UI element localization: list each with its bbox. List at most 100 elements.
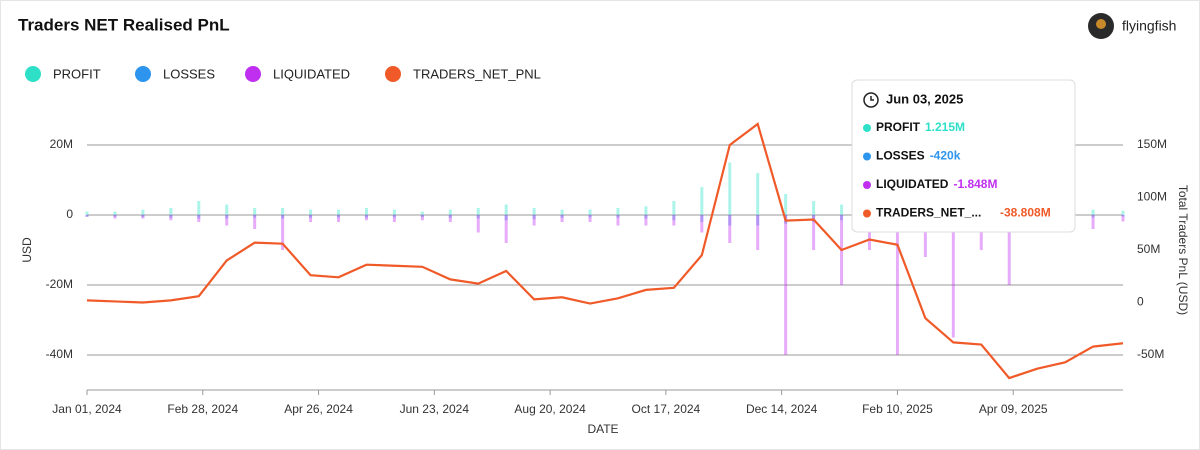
bar — [141, 215, 145, 219]
bar — [616, 215, 620, 218]
bar — [197, 215, 201, 219]
y2-tick-label: 150M — [1137, 137, 1167, 151]
tooltip-clock-hands — [870, 96, 874, 101]
bar — [672, 215, 676, 221]
x-tick-label: Apr 09, 2025 — [979, 402, 1048, 416]
bar — [281, 208, 285, 215]
y2-tick-label: 50M — [1137, 242, 1160, 256]
bar — [392, 215, 396, 222]
tooltip-marker — [863, 152, 871, 161]
bar — [253, 215, 257, 229]
bar — [951, 215, 955, 338]
avatar-detail — [1096, 19, 1106, 29]
bar — [923, 215, 927, 257]
bar — [1121, 215, 1125, 222]
y-tick-label: 0 — [66, 207, 73, 221]
bar — [448, 209, 452, 215]
bar — [476, 215, 480, 219]
bar — [560, 215, 564, 218]
bar — [169, 208, 173, 215]
bar — [700, 187, 704, 215]
legend-label: LIQUIDATED — [273, 66, 350, 81]
tooltip-box — [851, 79, 1076, 233]
tooltip-value: -420k — [930, 149, 961, 163]
bar — [141, 215, 145, 218]
y-tick-label: -20M — [46, 277, 73, 291]
bar — [504, 215, 508, 221]
legend-label: TRADERS_NET_PNL — [413, 66, 541, 81]
bar — [253, 208, 257, 215]
x-axis-label: DATE — [587, 422, 618, 436]
bar — [700, 215, 704, 233]
bar — [840, 204, 844, 215]
bar — [756, 215, 760, 226]
bar — [1007, 215, 1011, 285]
tooltip-name: LIQUIDATED — [876, 177, 949, 191]
legend-marker — [135, 66, 151, 82]
tooltip-name: PROFIT — [876, 120, 921, 134]
bar — [281, 215, 285, 250]
bar — [281, 215, 285, 219]
author: flyingfish — [1122, 18, 1176, 34]
tooltip-name: TRADERS_NET_... — [876, 206, 981, 220]
tooltip-marker — [863, 124, 871, 132]
bar — [560, 215, 564, 222]
bar — [225, 215, 229, 226]
chart-title: Traders NET Realised PnL — [18, 15, 230, 34]
bar — [85, 211, 89, 215]
bar — [616, 208, 620, 215]
bar — [756, 215, 760, 250]
bar — [644, 215, 648, 226]
bar — [532, 215, 536, 226]
x-tick-label: Jan 01, 2024 — [52, 402, 122, 416]
bar — [784, 215, 788, 355]
bar — [420, 215, 424, 218]
bar — [700, 215, 704, 222]
bar — [476, 208, 480, 215]
bar — [728, 215, 732, 226]
pnl-line — [86, 122, 1124, 380]
bar — [1121, 210, 1125, 215]
legend-marker — [245, 66, 261, 82]
x-tick-label: Oct 17, 2024 — [632, 402, 701, 416]
bar — [85, 215, 89, 217]
tooltip-title: Jun 03, 2025 — [886, 91, 963, 106]
bar — [812, 215, 816, 250]
bar — [197, 215, 201, 222]
bar — [141, 209, 145, 215]
bar — [476, 215, 480, 233]
bar — [1091, 215, 1095, 218]
x-tick-label: Jun 23, 2024 — [400, 402, 470, 416]
bar — [197, 201, 201, 215]
bar — [225, 204, 229, 215]
legend-marker — [385, 66, 401, 82]
bar — [85, 215, 89, 217]
bar — [532, 208, 536, 215]
bar — [364, 215, 368, 218]
bar — [588, 215, 592, 218]
x-tick-label: Aug 20, 2024 — [514, 402, 586, 416]
bar — [169, 215, 173, 218]
bar — [448, 215, 452, 222]
bar — [337, 209, 341, 215]
bar — [1091, 209, 1095, 215]
bar — [113, 211, 117, 215]
bar — [672, 215, 676, 226]
tooltip-marker — [863, 181, 871, 189]
legend-label: LOSSES — [163, 66, 215, 81]
x-tick-label: Feb 28, 2024 — [167, 402, 238, 416]
bar — [337, 215, 341, 218]
bar — [840, 215, 844, 221]
tooltip-value: -38.808M — [1000, 206, 1051, 220]
y-tick-label: -40M — [46, 347, 73, 361]
y2-axis-label: Total Traders PnL (USD) — [1176, 185, 1190, 315]
bar — [1121, 215, 1125, 217]
bar — [616, 215, 620, 226]
y-axis-label: USD — [20, 237, 34, 263]
bar — [532, 215, 536, 220]
tooltip-name: LOSSES — [876, 149, 925, 163]
y2-tick-label: -50M — [1137, 347, 1164, 361]
y2-tick-label: 100M — [1137, 190, 1167, 204]
tooltip-value: 1.215M — [925, 120, 965, 134]
